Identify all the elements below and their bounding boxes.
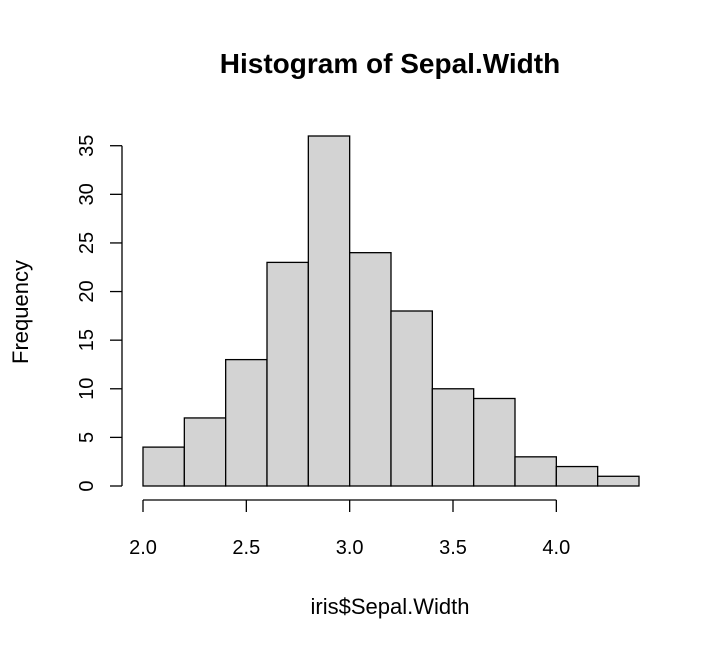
histogram-bar [307, 135, 351, 487]
y-axis: 0 5 10 15 20 25 30 35 [76, 135, 123, 492]
x-tick-label: 3.5 [439, 537, 467, 559]
x-axis-label: iris$Sepal.Width [311, 594, 470, 619]
histogram-bar [555, 465, 599, 487]
histogram-bar [431, 388, 475, 487]
histogram-bar [473, 397, 516, 487]
y-tick-label: 35 [76, 135, 98, 157]
histogram-bar [597, 475, 640, 487]
y-axis-label: Frequency [8, 260, 33, 364]
x-tick-label: 2.0 [129, 537, 157, 559]
histogram-bar [514, 456, 557, 487]
chart-title: Histogram of Sepal.Width [220, 48, 560, 79]
y-tick-label: 10 [76, 378, 98, 400]
y-tick-label: 15 [76, 329, 98, 351]
y-tick-label: 0 [76, 480, 98, 491]
histogram-bar [349, 252, 392, 487]
y-tick-label: 5 [76, 432, 98, 443]
histogram-bar [183, 417, 227, 487]
y-tick-label: 20 [76, 280, 98, 302]
histogram-bar [266, 261, 309, 487]
x-tick-label: 2.5 [232, 537, 260, 559]
x-tick-label: 3.0 [336, 537, 364, 559]
y-tick-label: 25 [76, 232, 98, 254]
histogram-bar [225, 358, 268, 487]
x-tick-label: 4.0 [542, 537, 570, 559]
histogram-bar [142, 446, 185, 487]
x-axis: 2.0 2.5 3.0 3.5 4.0 [129, 499, 570, 559]
bars-group [142, 135, 640, 487]
y-tick-label: 30 [76, 183, 98, 205]
histogram-bar [390, 310, 433, 487]
